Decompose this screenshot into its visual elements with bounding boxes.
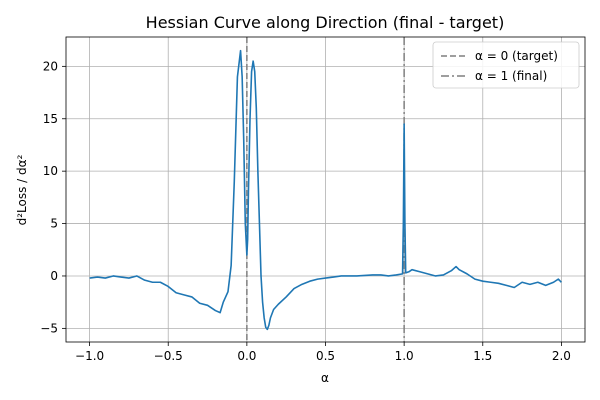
legend: α = 0 (target) α = 1 (final) <box>432 41 580 89</box>
x-axis: −1.0 −0.5 0.0 0.5 1.0 1.5 2.0 <box>75 342 571 363</box>
x-axis-label: α <box>321 371 329 385</box>
y-tick-label: 20 <box>43 59 58 73</box>
y-tick-label: 15 <box>43 112 58 126</box>
y-tick-label: 5 <box>50 217 58 231</box>
x-tick-label: −1.0 <box>75 349 104 363</box>
x-tick-label: −0.5 <box>154 349 183 363</box>
x-tick-label: 0.0 <box>237 349 256 363</box>
y-tick-label: −5 <box>40 321 58 335</box>
reference-lines <box>246 37 405 342</box>
hessian-series-line <box>89 49 562 331</box>
y-axis-label: d²Loss / dα² <box>15 154 29 225</box>
y-tick-label: 10 <box>43 164 58 178</box>
legend-label-target: α = 0 (target) <box>475 49 558 63</box>
x-tick-label: 2.0 <box>552 349 571 363</box>
plot-area <box>89 49 562 331</box>
legend-box <box>432 41 580 89</box>
legend-label-final: α = 1 (final) <box>475 69 547 83</box>
y-tick-label: 0 <box>50 269 58 283</box>
chart-title: Hessian Curve along Direction (final - t… <box>146 13 505 32</box>
y-axis: −5 0 5 10 15 20 <box>40 59 66 335</box>
x-tick-label: 1.5 <box>473 349 492 363</box>
x-tick-label: 0.5 <box>316 349 335 363</box>
x-tick-label: 1.0 <box>395 349 414 363</box>
